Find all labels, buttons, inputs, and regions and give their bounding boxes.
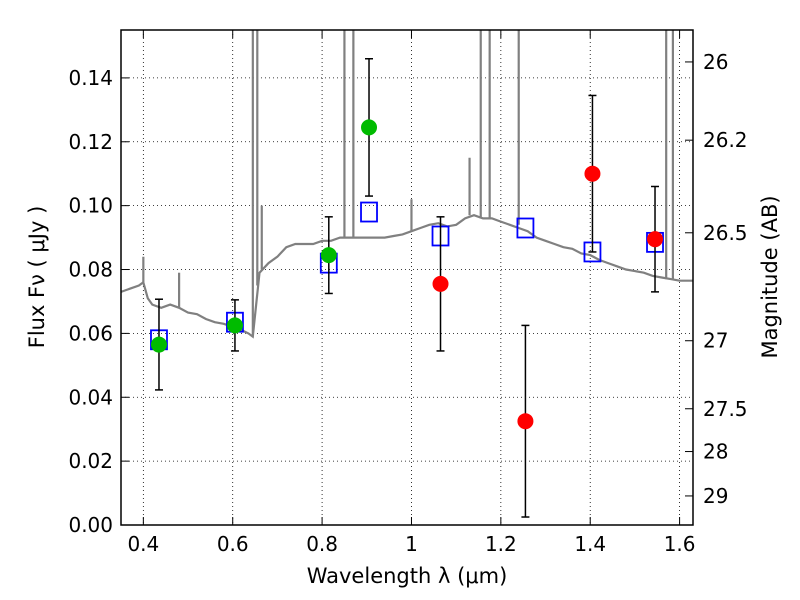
x-tick-label: 1.4 (574, 532, 606, 556)
data-point (432, 275, 449, 292)
y-tick-label: 0.00 (68, 513, 113, 537)
y2-tick-label: 29 (703, 484, 728, 508)
data-point (517, 413, 534, 430)
x-tick-label: 0.6 (217, 532, 249, 556)
y2-tick-label: 27 (703, 329, 728, 353)
x-tick-label: 1.2 (485, 532, 517, 556)
x-tick-label: 1 (405, 532, 418, 556)
y-axis-ticks: 0.00 0.02 0.04 0.06 0.08 0.10 0.12 0.14 (68, 66, 129, 537)
plot-frame (120, 29, 694, 526)
y-tick-label: 0.06 (68, 321, 113, 345)
model-band-square (360, 201, 378, 223)
spectrum-line (121, 214, 693, 339)
model-band-square (516, 217, 535, 239)
y-axis-label: Flux Fν ( μJy ) (25, 206, 49, 349)
y-tick-label: 0.02 (68, 449, 113, 473)
y2-axis-ticks: 26 26.2 26.5 27 27.5 28 29 (685, 50, 748, 508)
y-tick-label: 0.12 (68, 130, 113, 154)
y-tick-label: 0.10 (68, 194, 113, 218)
y2-tick-label: 26 (703, 50, 728, 74)
y2-tick-label: 27.5 (703, 397, 748, 421)
data-marks (121, 30, 693, 518)
data-point (647, 231, 664, 248)
data-point (320, 247, 337, 264)
plot-area-background (121, 30, 693, 525)
y2-axis-label: Magnitude (AB) (758, 195, 782, 358)
y2-tick-label: 26.2 (703, 128, 748, 152)
x-tick-label: 1.6 (664, 532, 696, 556)
data-point (584, 165, 601, 182)
data-point (226, 317, 243, 334)
x-axis-ticks: 0.4 0.6 0.8 1 1.2 1.4 1.6 (127, 30, 696, 556)
x-axis-label: Wavelength λ (μm) (307, 564, 508, 588)
emission-lines (142, 30, 674, 337)
y2-tick-label: 28 (703, 440, 728, 464)
data-point (150, 336, 167, 353)
y2-tick-label: 26.5 (703, 221, 748, 245)
y-tick-label: 0.14 (68, 66, 113, 90)
x-tick-label: 0.8 (306, 532, 338, 556)
y-tick-label: 0.08 (68, 258, 113, 282)
data-point (361, 119, 378, 136)
y-tick-label: 0.04 (68, 385, 113, 409)
x-tick-label: 0.4 (127, 532, 159, 556)
data-points (150, 57, 664, 518)
